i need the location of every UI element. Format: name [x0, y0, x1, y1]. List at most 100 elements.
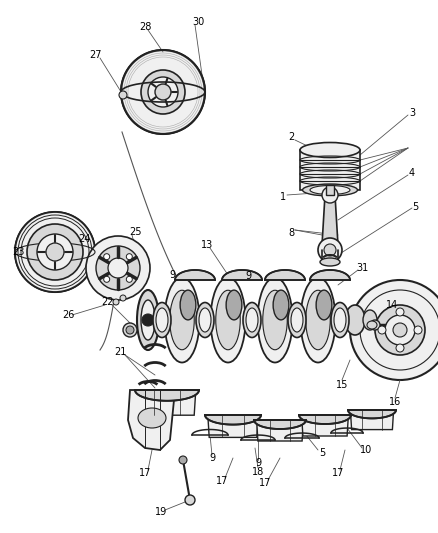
Circle shape — [15, 212, 95, 292]
Text: 9: 9 — [255, 458, 261, 468]
Polygon shape — [350, 410, 394, 430]
Polygon shape — [175, 270, 215, 280]
Ellipse shape — [138, 408, 166, 428]
Circle shape — [15, 212, 95, 292]
Circle shape — [318, 238, 342, 262]
Ellipse shape — [306, 290, 330, 350]
Circle shape — [86, 236, 150, 300]
Ellipse shape — [196, 303, 214, 337]
Circle shape — [148, 77, 178, 107]
Ellipse shape — [300, 278, 336, 362]
Polygon shape — [128, 390, 175, 450]
Text: 9: 9 — [245, 271, 251, 281]
Circle shape — [126, 254, 132, 260]
Circle shape — [142, 314, 154, 326]
Circle shape — [113, 299, 119, 305]
Circle shape — [324, 244, 336, 256]
Circle shape — [396, 308, 404, 316]
Circle shape — [126, 276, 132, 282]
Ellipse shape — [316, 290, 332, 320]
Polygon shape — [265, 270, 305, 280]
Text: 9: 9 — [209, 453, 215, 463]
Ellipse shape — [211, 278, 246, 362]
Ellipse shape — [303, 184, 357, 196]
Text: 17: 17 — [139, 468, 151, 478]
Text: 5: 5 — [412, 202, 418, 212]
Text: 4: 4 — [409, 168, 415, 178]
Polygon shape — [310, 270, 350, 280]
Circle shape — [37, 234, 73, 270]
Text: 21: 21 — [114, 347, 126, 357]
Ellipse shape — [363, 310, 377, 330]
Circle shape — [414, 326, 422, 334]
Circle shape — [378, 326, 386, 334]
Polygon shape — [222, 270, 262, 280]
Text: 24: 24 — [78, 234, 90, 244]
Polygon shape — [254, 420, 306, 429]
Circle shape — [108, 258, 128, 278]
Circle shape — [123, 323, 137, 337]
Text: 18: 18 — [252, 467, 264, 477]
Circle shape — [155, 84, 171, 100]
Ellipse shape — [331, 303, 349, 337]
Ellipse shape — [263, 290, 287, 350]
Circle shape — [126, 326, 134, 334]
Ellipse shape — [141, 300, 155, 340]
Circle shape — [350, 280, 438, 380]
Text: 26: 26 — [62, 310, 74, 320]
Ellipse shape — [288, 303, 306, 337]
Circle shape — [27, 224, 83, 280]
Ellipse shape — [258, 278, 293, 362]
Text: 17: 17 — [259, 478, 271, 488]
Ellipse shape — [180, 290, 196, 320]
Polygon shape — [205, 415, 261, 425]
Text: 16: 16 — [389, 397, 401, 407]
Ellipse shape — [170, 290, 194, 350]
Ellipse shape — [291, 308, 303, 332]
Text: 14: 14 — [386, 300, 398, 310]
Circle shape — [179, 456, 187, 464]
Text: 13: 13 — [201, 240, 213, 250]
Text: 15: 15 — [336, 380, 348, 390]
Text: 17: 17 — [332, 468, 344, 478]
Polygon shape — [348, 410, 396, 418]
Ellipse shape — [300, 142, 360, 157]
Text: 17: 17 — [216, 476, 228, 486]
Text: 22: 22 — [102, 297, 114, 307]
Text: 2: 2 — [288, 132, 294, 142]
Text: 25: 25 — [130, 227, 142, 237]
Circle shape — [119, 91, 127, 99]
Ellipse shape — [243, 303, 261, 337]
Circle shape — [120, 295, 126, 301]
Ellipse shape — [153, 303, 171, 337]
Ellipse shape — [367, 321, 377, 329]
Polygon shape — [300, 150, 360, 190]
Polygon shape — [208, 415, 258, 438]
Text: 31: 31 — [356, 263, 368, 273]
Ellipse shape — [226, 290, 242, 320]
Text: 8: 8 — [288, 228, 294, 238]
Polygon shape — [299, 415, 351, 424]
Circle shape — [322, 187, 338, 203]
Text: 10: 10 — [360, 445, 372, 455]
Ellipse shape — [156, 308, 168, 332]
Text: 27: 27 — [89, 50, 101, 60]
Circle shape — [104, 276, 110, 282]
Polygon shape — [138, 390, 196, 415]
Text: 3: 3 — [409, 108, 415, 118]
Circle shape — [46, 243, 64, 261]
Polygon shape — [257, 420, 304, 441]
Text: 28: 28 — [139, 22, 151, 32]
Ellipse shape — [216, 290, 240, 350]
Text: 9: 9 — [169, 270, 175, 280]
Text: 1: 1 — [280, 192, 286, 202]
Ellipse shape — [310, 185, 350, 195]
Circle shape — [141, 70, 185, 114]
Ellipse shape — [246, 308, 258, 332]
Ellipse shape — [334, 308, 346, 332]
Ellipse shape — [345, 305, 365, 335]
Circle shape — [375, 305, 425, 355]
Circle shape — [96, 246, 140, 290]
Circle shape — [396, 344, 404, 352]
Ellipse shape — [165, 278, 199, 362]
